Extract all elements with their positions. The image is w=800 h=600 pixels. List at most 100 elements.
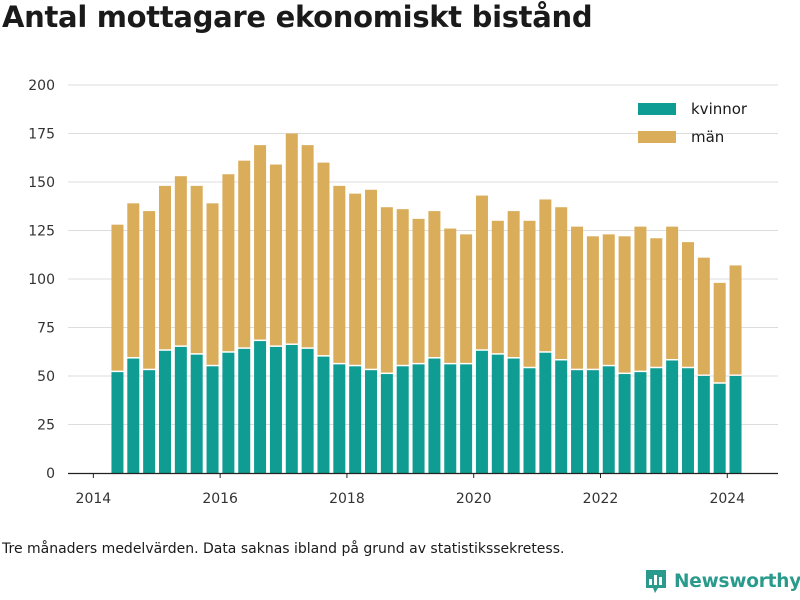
y-tick-label: 25 — [37, 418, 55, 434]
bar-kvinnor — [713, 383, 726, 473]
bar-kvinnor — [349, 366, 362, 473]
bar-man — [111, 224, 124, 371]
bar-man — [317, 162, 330, 356]
y-tick-label: 200 — [28, 78, 55, 94]
bar-kvinnor — [317, 356, 330, 473]
bar-man — [618, 236, 631, 373]
bar-kvinnor — [460, 364, 473, 473]
bar-man — [333, 185, 346, 363]
bar-kvinnor — [634, 372, 647, 473]
bar-man — [460, 234, 473, 363]
bar-kvinnor — [555, 360, 568, 473]
bar-kvinnor — [729, 376, 742, 473]
bar-kvinnor — [666, 360, 679, 473]
bar-man — [586, 236, 599, 369]
bar-kvinnor — [539, 352, 552, 473]
bar-man — [269, 164, 282, 346]
bar-man — [380, 207, 393, 373]
y-tick-label: 150 — [28, 175, 55, 191]
bar-kvinnor — [127, 358, 140, 473]
bar-man — [285, 133, 298, 344]
bar-kvinnor — [380, 374, 393, 473]
bar-kvinnor — [365, 370, 378, 473]
bar-kvinnor — [444, 364, 457, 473]
bar-man — [555, 207, 568, 359]
y-tick-label: 125 — [28, 224, 55, 240]
bar-kvinnor — [571, 370, 584, 473]
bar-man — [254, 145, 267, 340]
bar-kvinnor — [650, 368, 663, 473]
bar-man — [396, 209, 409, 365]
legend-swatch-kvinnor — [638, 103, 676, 115]
bar-man — [365, 189, 378, 369]
bar-man — [412, 218, 425, 363]
bar-kvinnor — [602, 366, 615, 473]
x-tick-label: 2018 — [329, 491, 365, 507]
legend-swatch-man — [638, 131, 676, 143]
bar-kvinnor — [507, 358, 520, 473]
bar-kvinnor — [301, 348, 314, 473]
bar-man — [143, 211, 156, 369]
bar-man — [174, 176, 187, 346]
bar-kvinnor — [174, 346, 187, 473]
legend-label-man: män — [691, 128, 724, 146]
bar-kvinnor — [269, 346, 282, 473]
bar-man — [666, 226, 679, 359]
newsworthy-brand[interactable]: Newsworthy — [644, 568, 800, 594]
bar-kvinnor — [412, 364, 425, 473]
x-tick-label: 2014 — [76, 491, 112, 507]
bar-kvinnor — [111, 372, 124, 473]
bar-kvinnor — [238, 348, 251, 473]
y-tick-label: 100 — [28, 272, 55, 288]
bar-man — [713, 282, 726, 383]
bar-kvinnor — [523, 368, 536, 473]
bar-kvinnor — [491, 354, 504, 473]
newsworthy-chart-icon — [646, 570, 666, 593]
bar-kvinnor — [396, 366, 409, 473]
bar-man — [697, 257, 710, 375]
x-tick-label: 2024 — [709, 491, 745, 507]
x-tick-label: 2016 — [202, 491, 238, 507]
bar-man — [602, 234, 615, 365]
bar-man — [428, 211, 441, 358]
bar-kvinnor — [618, 374, 631, 473]
y-tick-label: 50 — [37, 369, 55, 385]
bar-kvinnor — [475, 350, 488, 473]
bar-kvinnor — [428, 358, 441, 473]
bar-man — [650, 238, 663, 367]
bar-man — [349, 193, 362, 365]
bar-man — [444, 228, 457, 363]
bar-man — [222, 174, 235, 352]
bar-kvinnor — [158, 350, 171, 473]
y-tick-label: 0 — [46, 466, 55, 482]
bar-kvinnor — [222, 352, 235, 473]
bar-kvinnor — [254, 341, 267, 473]
bar-man — [238, 160, 251, 348]
bar-man — [475, 195, 488, 350]
bar-man — [539, 199, 552, 352]
y-tick-label: 175 — [28, 127, 55, 143]
bar-man — [158, 185, 171, 350]
bar-man — [523, 220, 536, 367]
bar-man — [634, 226, 647, 371]
bar-kvinnor — [333, 364, 346, 473]
bar-man — [190, 185, 203, 354]
legend-label-kvinnor: kvinnor — [691, 100, 748, 118]
bar-man — [127, 203, 140, 358]
y-tick-label: 75 — [37, 321, 55, 337]
bar-kvinnor — [586, 370, 599, 473]
x-tick-label: 2022 — [583, 491, 619, 507]
bar-man — [507, 211, 520, 358]
bar-man — [681, 242, 694, 367]
brand-name: Newsworthy — [674, 570, 800, 592]
bar-man — [571, 226, 584, 369]
bar-kvinnor — [190, 354, 203, 473]
bar-kvinnor — [206, 366, 219, 473]
x-tick-label: 2020 — [456, 491, 492, 507]
bar-kvinnor — [143, 370, 156, 473]
chart-title: Antal mottagare ekonomiskt bistånd — [2, 0, 593, 34]
bar-kvinnor — [697, 376, 710, 473]
bar-man — [206, 203, 219, 365]
bar-kvinnor — [681, 368, 694, 473]
